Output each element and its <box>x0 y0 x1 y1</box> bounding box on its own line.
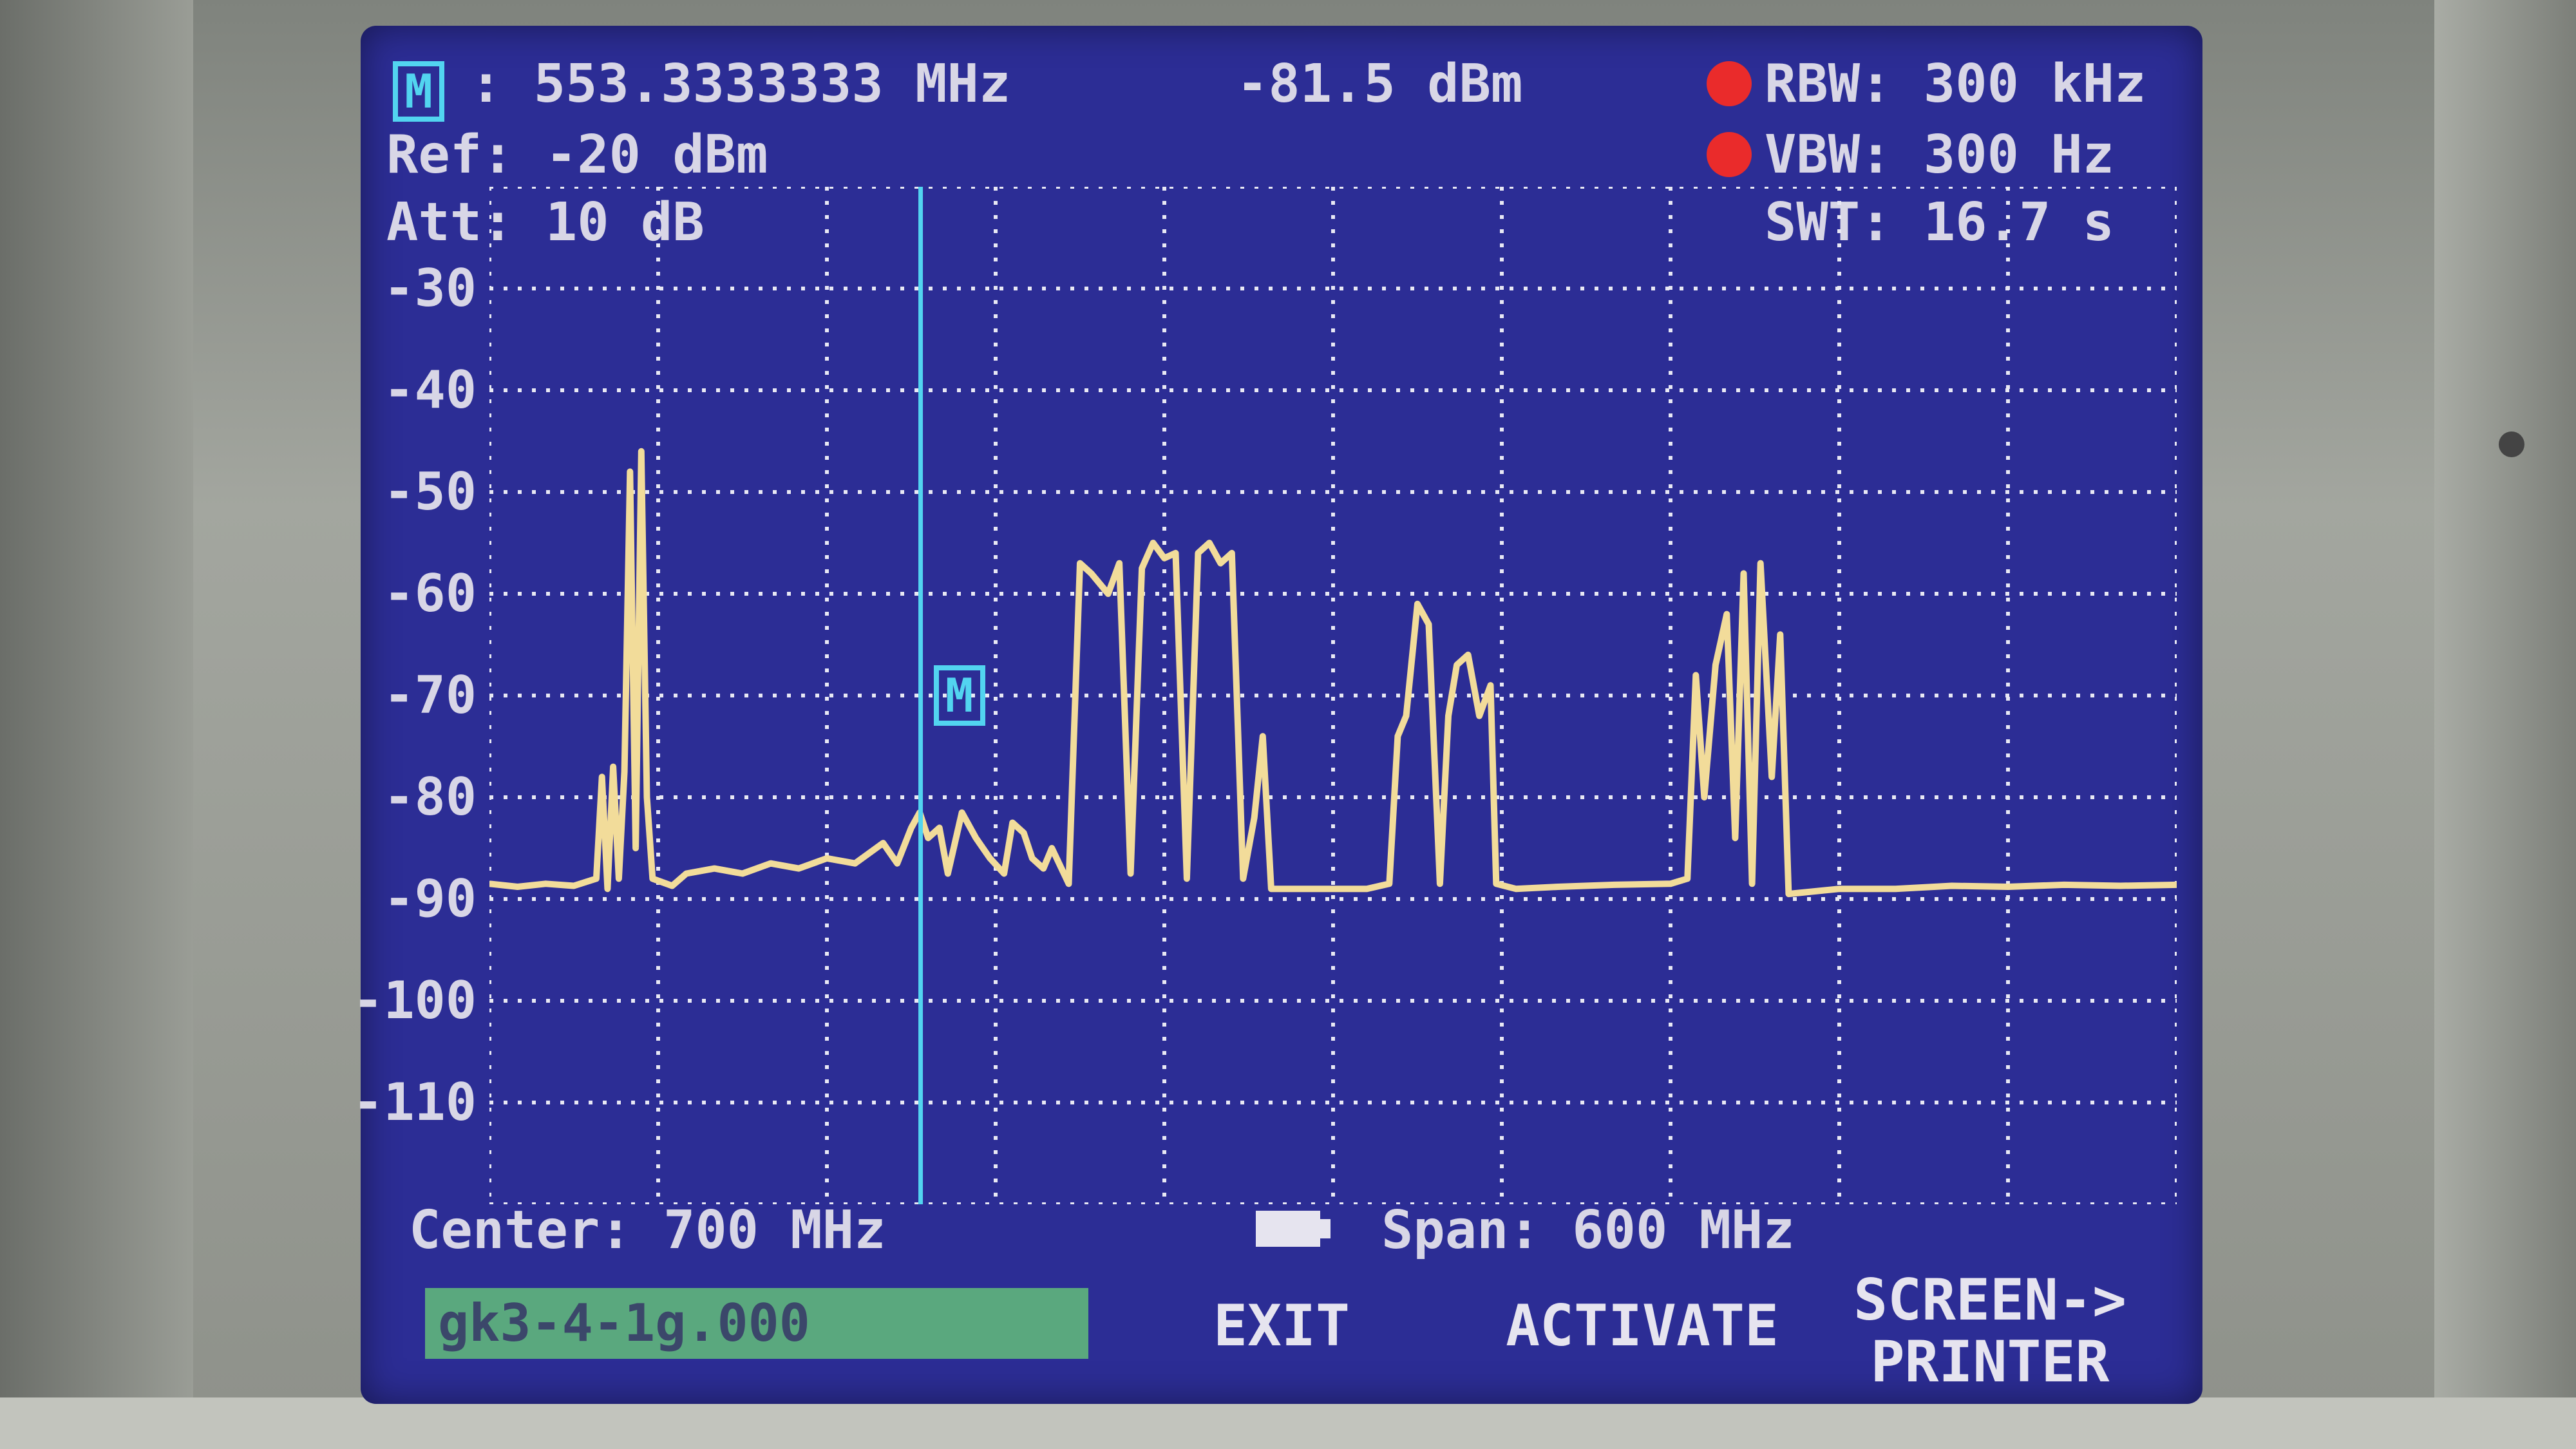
y-tick-label: -70 <box>383 665 477 725</box>
screen-printer-softkey[interactable]: SCREEN-> PRINTER <box>1823 1272 2157 1390</box>
battery-icon <box>1256 1211 1320 1247</box>
y-tick-label: -40 <box>383 360 477 420</box>
vbw-indicator-icon <box>1707 132 1752 177</box>
filename-field[interactable]: gk3-4-1g.000 <box>425 1288 1088 1359</box>
spectrum-trace <box>489 448 2177 898</box>
bezel-bottom-edge <box>0 1397 2576 1449</box>
activate-softkey[interactable]: ACTIVATE <box>1506 1293 1779 1359</box>
reference-level: Ref: -20 dBm <box>386 124 768 185</box>
y-tick-label: -50 <box>383 462 477 522</box>
bezel-left-edge <box>0 0 193 1449</box>
rbw-indicator-icon <box>1707 61 1752 106</box>
rbw-readout: RBW: 300 kHz <box>1765 53 2146 115</box>
screen-printer-line2: PRINTER <box>1870 1329 2110 1395</box>
bezel-right-edge <box>2434 0 2576 1449</box>
marker-level: -81.5 dBm <box>1236 53 1523 115</box>
vbw-readout: VBW: 300 Hz <box>1765 124 2115 185</box>
marker-frequency: : 553.3333333 MHz <box>470 53 1011 115</box>
y-tick-label: -80 <box>383 767 477 827</box>
marker-icon: M <box>393 61 444 122</box>
sweep-time: SWT: 16.7 s <box>1765 192 2115 253</box>
center-frequency: Center: 700 MHz <box>409 1200 886 1261</box>
analyzer-screen <box>361 26 2202 1404</box>
attenuation: Att: 10 dB <box>386 192 705 253</box>
screw-icon <box>2499 431 2524 457</box>
y-tick-label: -30 <box>383 258 477 318</box>
spectrum-plot <box>489 187 2177 1204</box>
exit-softkey[interactable]: EXIT <box>1213 1293 1350 1359</box>
y-tick-label: -60 <box>383 564 477 623</box>
y-tick-label: -100 <box>352 971 477 1030</box>
y-tick-label: -110 <box>352 1072 477 1132</box>
battery-tip <box>1320 1219 1331 1238</box>
screen-printer-line1: SCREEN-> <box>1853 1267 2126 1333</box>
marker-flag-icon: M <box>933 665 985 726</box>
y-tick-label: -90 <box>383 869 477 929</box>
span-readout: Span: 600 MHz <box>1381 1200 1795 1261</box>
